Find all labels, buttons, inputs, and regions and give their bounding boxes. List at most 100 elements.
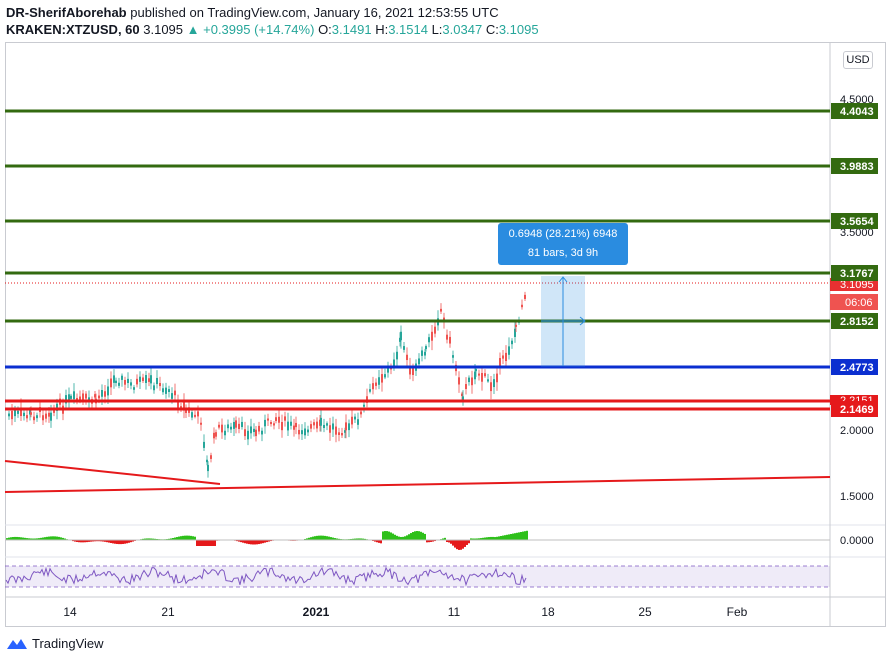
histogram-bar	[180, 536, 182, 540]
histogram-bar	[432, 540, 434, 542]
chart-frame[interactable]	[5, 42, 886, 627]
histogram-bar	[242, 540, 244, 543]
candle-body	[156, 377, 158, 385]
candle-body	[505, 352, 507, 362]
histogram-bar	[414, 531, 416, 540]
candle-body	[203, 441, 205, 448]
histogram-bar	[418, 531, 420, 540]
histogram-bar	[176, 537, 178, 540]
histogram-bar	[116, 540, 118, 544]
histogram-bar	[84, 540, 86, 543]
candle-body	[104, 391, 106, 397]
currency-button[interactable]: USD	[843, 51, 873, 69]
candle-body	[238, 423, 240, 430]
histogram-bar	[502, 535, 504, 540]
candle-body	[412, 367, 414, 376]
histogram-bar	[108, 540, 110, 543]
candle-body	[98, 395, 100, 399]
histogram-bar	[120, 540, 122, 545]
candle-body	[496, 373, 498, 383]
histogram-bar	[38, 538, 40, 540]
histogram-bar	[46, 536, 48, 540]
histogram-bar	[338, 538, 340, 540]
trend-line-red-lower[interactable]	[4, 476, 831, 493]
candle-body	[65, 395, 67, 404]
histogram-bar	[168, 538, 170, 540]
symbol-name[interactable]: KRAKEN:XTZUSD, 60	[6, 22, 140, 37]
level-label-text: 3.1767	[840, 268, 874, 280]
histogram-bar	[90, 540, 92, 542]
histogram-bar	[186, 535, 188, 540]
histogram-bar	[396, 535, 398, 540]
tradingview-logo-icon	[7, 638, 27, 649]
histogram-bar	[476, 538, 478, 540]
candle-body	[210, 455, 212, 459]
candle-body	[241, 421, 243, 428]
footer-brand[interactable]: TradingView	[32, 636, 104, 651]
level-label-bg	[831, 359, 878, 375]
histogram-bar	[460, 540, 462, 550]
histogram-bar	[106, 540, 108, 543]
measure-arrow-right-icon	[579, 316, 586, 326]
histogram-bar	[478, 538, 480, 540]
candle-body	[462, 396, 464, 402]
indicator-zero-tick: 0.0000	[840, 535, 874, 547]
symbol-legend: KRAKEN:XTZUSD, 60 3.1095 ▲ +0.3995 (+14.…	[6, 22, 539, 37]
trend-line-red-upper[interactable]	[4, 460, 221, 485]
candle-body	[197, 411, 199, 417]
histogram-bar	[480, 538, 482, 540]
histogram-bar	[324, 535, 326, 540]
candle-body	[118, 382, 120, 386]
histogram-bar	[500, 536, 502, 540]
histogram-bar	[40, 537, 42, 540]
histogram-bar	[306, 538, 308, 540]
histogram-bar	[508, 534, 510, 540]
histogram-bar	[214, 540, 216, 546]
histogram-bar	[494, 537, 496, 540]
level-label-text: 2.8152	[840, 316, 874, 328]
candle-body	[267, 418, 269, 421]
histogram-bar	[362, 538, 364, 540]
close-label: C:	[485, 22, 499, 37]
histogram-bar	[156, 538, 158, 540]
histogram-bar	[330, 537, 332, 540]
histogram-bar	[256, 540, 258, 545]
candle-body	[434, 326, 436, 334]
candle-body	[270, 421, 272, 425]
candle-body	[159, 382, 161, 387]
candle-body	[174, 390, 176, 396]
candle-body	[33, 416, 35, 421]
histogram-bar	[398, 536, 400, 540]
candle-body	[110, 378, 112, 388]
histogram-bar	[254, 540, 256, 545]
histogram-bar	[56, 536, 58, 540]
histogram-bar	[16, 536, 18, 540]
histogram-bar	[130, 540, 132, 543]
candle-body	[369, 389, 371, 392]
footer-branding: TradingView	[6, 636, 104, 651]
histogram-bar	[62, 537, 64, 540]
histogram-bar	[484, 537, 486, 540]
candle-body	[458, 377, 460, 385]
candle-body	[490, 382, 492, 392]
histogram-bar	[148, 538, 150, 540]
histogram-bar	[182, 535, 184, 540]
candle-body	[258, 425, 260, 432]
candle-body	[400, 331, 402, 341]
candle-body	[284, 416, 286, 421]
histogram-bar	[448, 540, 450, 543]
candle-body	[11, 410, 13, 420]
measure-line2: 81 bars, 3d 9h	[528, 247, 598, 259]
published-text: published on TradingView.com, January 16…	[130, 5, 499, 20]
histogram-bar	[202, 540, 204, 546]
candle-body	[162, 388, 164, 393]
candle-body	[493, 379, 495, 388]
candle-body	[145, 375, 147, 384]
candle-body	[255, 429, 257, 437]
level-label-text: 3.9883	[840, 161, 874, 173]
level-label-bg	[831, 213, 878, 229]
histogram-bar	[80, 540, 82, 543]
author-name[interactable]: DR-SherifAborehab	[6, 5, 127, 20]
histogram-bar	[154, 538, 156, 540]
